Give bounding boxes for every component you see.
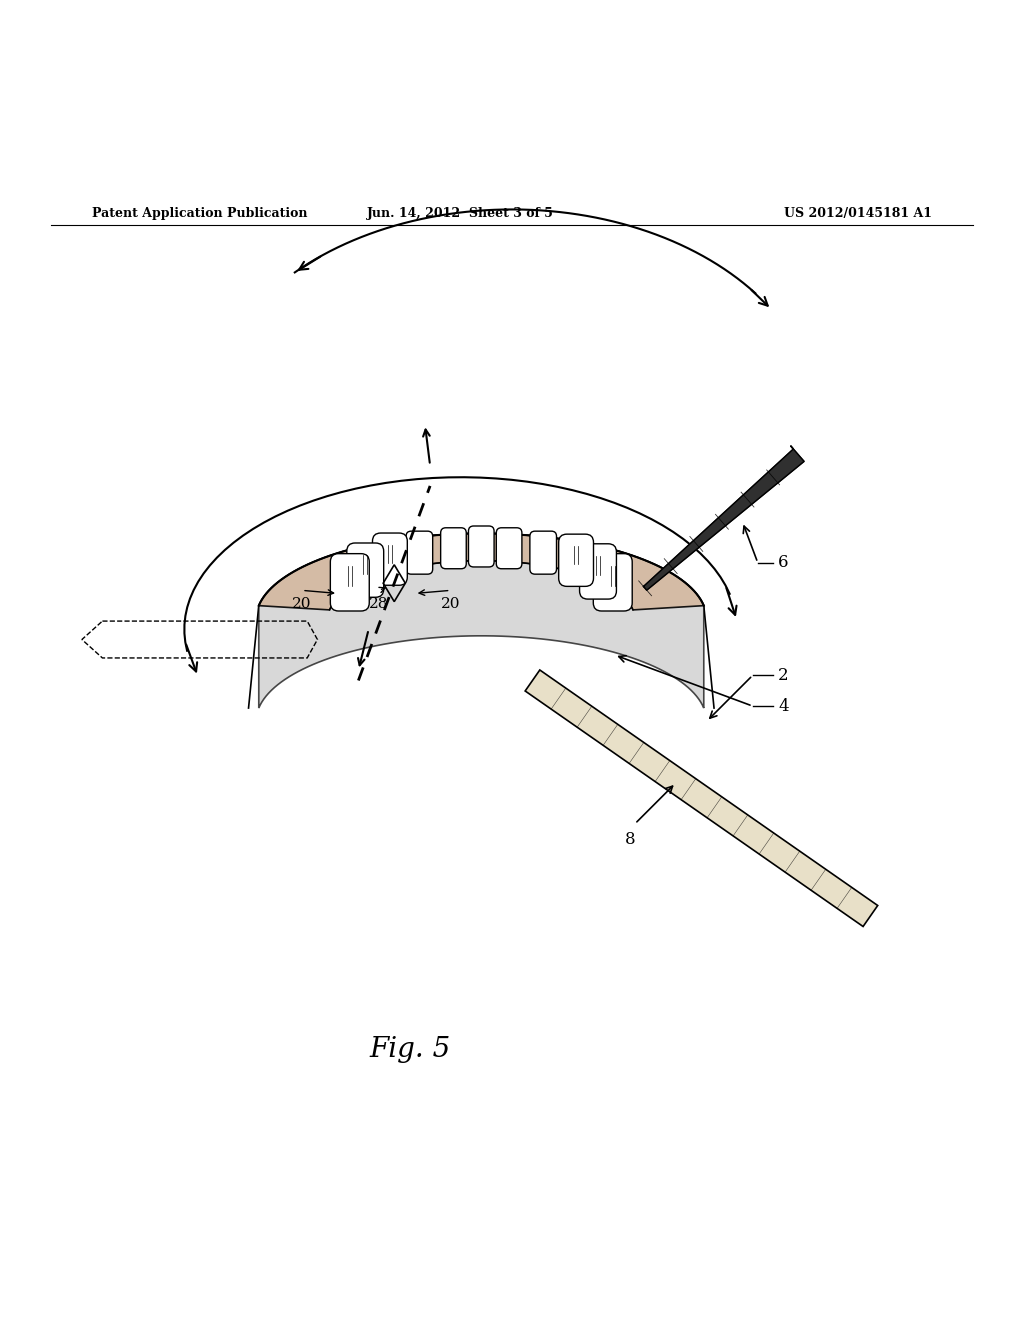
Text: 20: 20 bbox=[440, 597, 461, 611]
FancyBboxPatch shape bbox=[497, 528, 522, 569]
FancyBboxPatch shape bbox=[529, 531, 556, 574]
FancyBboxPatch shape bbox=[347, 543, 384, 597]
Polygon shape bbox=[643, 446, 804, 590]
FancyBboxPatch shape bbox=[559, 535, 594, 586]
FancyBboxPatch shape bbox=[468, 525, 494, 568]
Text: 6: 6 bbox=[778, 554, 788, 572]
Text: Fig. 5: Fig. 5 bbox=[369, 1036, 451, 1063]
Text: Patent Application Publication: Patent Application Publication bbox=[92, 207, 307, 220]
PathPatch shape bbox=[259, 533, 703, 708]
FancyBboxPatch shape bbox=[373, 533, 408, 585]
Text: Jun. 14, 2012  Sheet 3 of 5: Jun. 14, 2012 Sheet 3 of 5 bbox=[368, 207, 554, 220]
FancyBboxPatch shape bbox=[440, 528, 466, 569]
PathPatch shape bbox=[525, 671, 878, 927]
Text: US 2012/0145181 A1: US 2012/0145181 A1 bbox=[783, 207, 932, 220]
Text: 20: 20 bbox=[292, 597, 312, 611]
Text: 8: 8 bbox=[625, 830, 635, 847]
Text: 2: 2 bbox=[778, 667, 788, 684]
FancyBboxPatch shape bbox=[407, 531, 433, 574]
PathPatch shape bbox=[259, 533, 703, 610]
FancyBboxPatch shape bbox=[331, 553, 370, 611]
FancyBboxPatch shape bbox=[593, 553, 632, 611]
Text: 28: 28 bbox=[370, 597, 388, 611]
Text: 4: 4 bbox=[778, 697, 788, 714]
FancyBboxPatch shape bbox=[580, 544, 616, 599]
